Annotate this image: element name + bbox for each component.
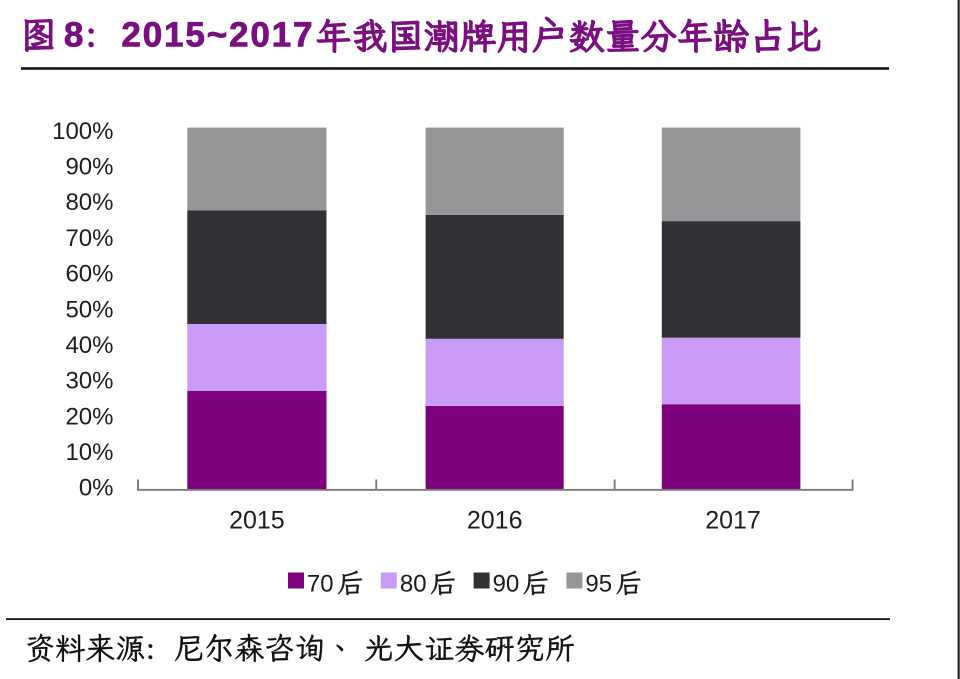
svg-text:2016: 2016 <box>467 506 523 534</box>
svg-text:100%: 100% <box>52 118 113 145</box>
svg-text:90%: 90% <box>65 154 113 181</box>
svg-text:20%: 20% <box>65 403 113 430</box>
svg-text:30%: 30% <box>65 368 113 395</box>
svg-text:2017: 2017 <box>705 506 761 534</box>
svg-text:10%: 10% <box>65 439 113 466</box>
svg-text:40%: 40% <box>65 332 113 359</box>
svg-text:50%: 50% <box>65 296 113 323</box>
svg-text:70%: 70% <box>65 225 113 252</box>
svg-text:2015: 2015 <box>229 506 285 534</box>
svg-text:80%: 80% <box>65 189 113 216</box>
svg-text:60%: 60% <box>65 261 113 288</box>
svg-text:0%: 0% <box>79 475 114 502</box>
